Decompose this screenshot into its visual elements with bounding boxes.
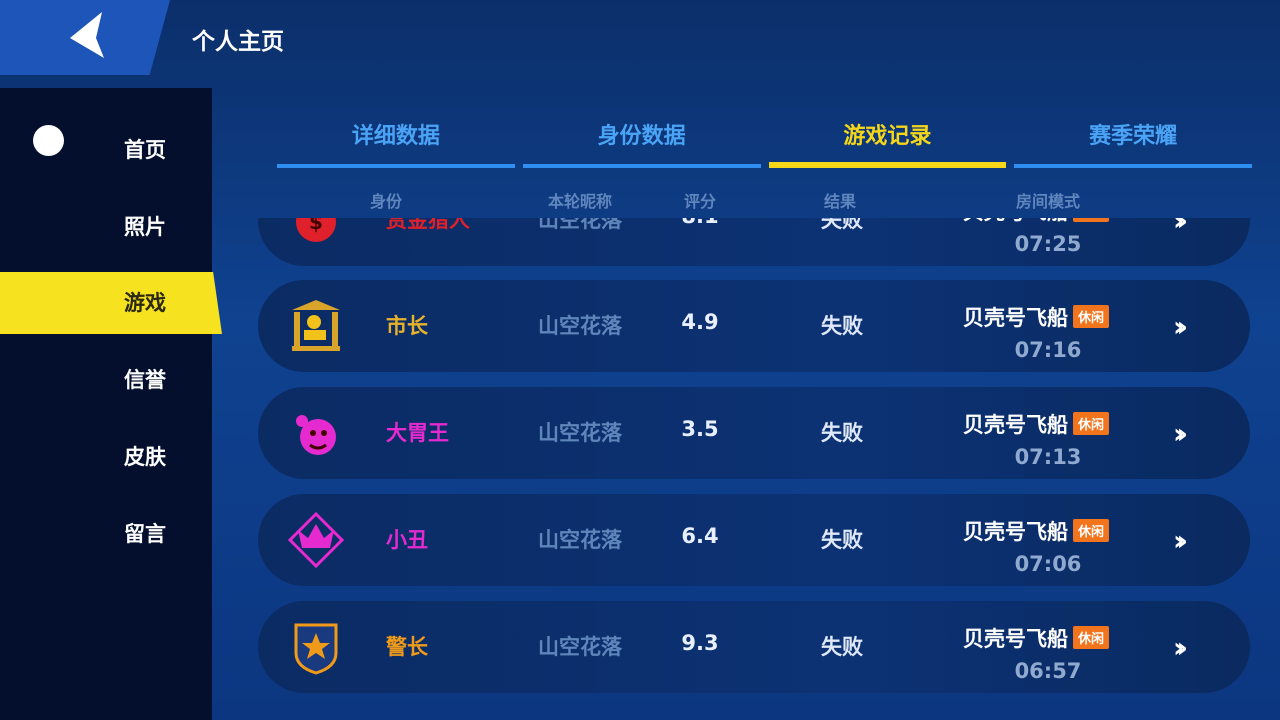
column-header: 结果 (823, 192, 857, 211)
column-header: 房间模式 (1015, 192, 1081, 211)
role-name: 赏金猎人 (386, 218, 470, 232)
room-label: 贝壳号飞船 (963, 218, 1068, 224)
room-name: 贝壳号飞船休闲 (963, 409, 1110, 439)
column-header: 评分 (683, 192, 717, 211)
result: 失败 (821, 635, 863, 659)
result: 失败 (821, 218, 863, 232)
tab-game-records[interactable]: 游戏记录 (768, 110, 1007, 168)
big-eater-icon (296, 415, 336, 455)
chevron-left-icon[interactable] (66, 12, 110, 58)
game-time: 07:06 (1014, 552, 1082, 576)
tab-details[interactable]: 详细数据 (277, 110, 515, 168)
double-chevron-right-icon[interactable]: ›› (1173, 417, 1188, 450)
game-record-list[interactable]: $赏金猎人山空花落8.1失败贝壳号飞船休闲07:25››市长山空花落4.9失败贝… (258, 218, 1252, 720)
score: 3.5 (681, 417, 719, 441)
result: 失败 (821, 528, 863, 552)
double-chevron-right-icon[interactable]: ›› (1173, 524, 1188, 557)
nickname: 山空花落 (538, 528, 622, 552)
game-record-row[interactable]: 大胃王 山空花落 3.5 失败 贝壳号飞船 休闲 07:13 ›› (258, 387, 1250, 479)
role-name: 市长 (386, 314, 428, 338)
role-name: 小丑 (386, 528, 428, 552)
mode-badge: 休闲 (1073, 519, 1110, 542)
tab-bar: 详细数据 身份数据 游戏记录 赛季荣耀 (277, 110, 1252, 168)
jester-icon (288, 512, 344, 568)
game-record-row[interactable]: 警长 山空花落 9.3 失败 贝壳号飞船 休闲 06:57 ›› (258, 601, 1250, 693)
column-header: 身份 (369, 192, 403, 211)
sheriff-badge-icon (294, 623, 338, 675)
sidebar-item[interactable]: 信誉 (124, 368, 166, 392)
game-record-row[interactable]: $ 赏金猎人 山空花落 8.1 失败 贝壳号飞船 休闲 07:25 ›› (258, 218, 1250, 266)
mode-badge: 休闲 (1073, 412, 1110, 435)
double-chevron-right-icon[interactable]: ›› (1173, 631, 1188, 664)
room-label: 贝壳号飞船 (963, 520, 1068, 544)
mode-badge: 休闲 (1073, 305, 1110, 328)
score: 8.1 (681, 218, 718, 228)
room-name: 贝壳号飞船休闲 (963, 302, 1110, 332)
game-time: 06:57 (1014, 659, 1082, 683)
tab-identity[interactable]: 身份数据 (522, 110, 761, 168)
sidebar-item[interactable]: 照片 (124, 215, 166, 239)
sidebar-item[interactable]: 留言 (124, 522, 166, 546)
sidebar-item[interactable]: 游戏 (0, 272, 222, 334)
tab-season-honor[interactable]: 赛季荣耀 (1014, 110, 1252, 168)
score: 4.9 (681, 310, 719, 334)
mode-badge: 休闲 (1073, 626, 1110, 649)
notification-dot (33, 125, 64, 156)
nickname: 山空花落 (538, 635, 622, 659)
room-label: 贝壳号飞船 (963, 413, 1068, 437)
mayor-building-icon (292, 300, 340, 351)
double-chevron-right-icon[interactable]: ›› (1173, 218, 1188, 237)
sidebar-item[interactable]: 皮肤 (124, 445, 166, 469)
double-chevron-right-icon[interactable]: ›› (1173, 310, 1188, 343)
game-record-row[interactable]: 市长 山空花落 4.9 失败 贝壳号飞船 休闲 07:16 ›› (258, 280, 1250, 372)
score: 6.4 (681, 524, 719, 548)
svg-text:$: $ (309, 218, 323, 234)
game-time: 07:13 (1014, 445, 1082, 469)
mode-badge: 休闲 (1073, 218, 1110, 222)
nickname: 山空花落 (538, 218, 622, 232)
money-bag-icon: $ (296, 218, 336, 242)
result: 失败 (821, 314, 863, 338)
game-time: 07:16 (1014, 338, 1082, 362)
sidebar-item[interactable]: 首页 (124, 138, 166, 162)
game-record-row[interactable]: 小丑 山空花落 6.4 失败 贝壳号飞船 休闲 07:06 ›› (258, 494, 1250, 586)
page-title: 个人主页 (192, 29, 284, 55)
nickname: 山空花落 (538, 421, 622, 445)
nickname: 山空花落 (538, 314, 622, 338)
result: 失败 (821, 421, 863, 445)
game-time: 07:25 (1014, 232, 1082, 256)
score: 9.3 (681, 631, 719, 655)
role-name: 警长 (386, 635, 428, 659)
column-header: 本轮昵称 (547, 192, 613, 211)
room-name: 贝壳号飞船休闲 (963, 623, 1110, 653)
room-name: 贝壳号飞船 休闲 (963, 218, 1110, 226)
sidebar (0, 88, 212, 720)
role-name: 大胃王 (386, 421, 449, 445)
room-label: 贝壳号飞船 (963, 306, 1068, 330)
room-name: 贝壳号飞船休闲 (963, 516, 1110, 546)
room-label: 贝壳号飞船 (963, 627, 1068, 651)
